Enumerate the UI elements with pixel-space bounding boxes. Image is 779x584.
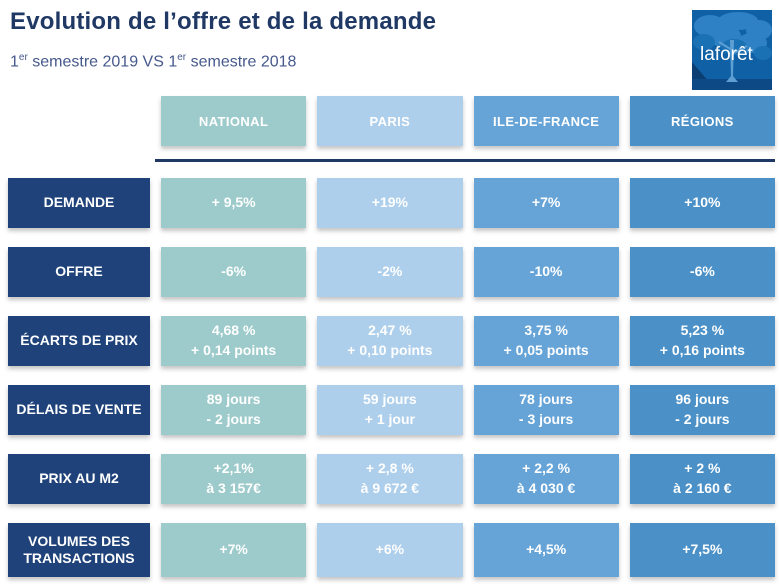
subtitle-superscript: er	[177, 52, 187, 63]
cell-ecarts-ile-de-france: 3,75 % + 0,05 points	[473, 316, 619, 366]
subtitle-superscript: er	[18, 52, 28, 63]
cell-prix-regions: + 2 % à 2 160 €	[629, 454, 775, 504]
cell-offre-ile-de-france: -10%	[473, 247, 619, 297]
subtitle-text: semestre 2018	[186, 53, 297, 71]
cell-offre-paris: -2%	[317, 247, 463, 297]
cell-offre-regions: -6%	[629, 247, 775, 297]
subtitle-text: 1	[10, 53, 19, 71]
cell-delais-ile-de-france: 78 jours - 3 jours	[473, 385, 619, 435]
cell-demande-paris: +19%	[317, 178, 463, 228]
cell-volumes-paris: +6%	[317, 523, 463, 577]
table-row-prix-au-m2: PRIX AU M2 +2,1% à 3 157€ + 2,8 % à 9 67…	[8, 454, 775, 504]
logo-tree-foliage-dark	[693, 34, 772, 60]
subtitle: 1er semestre 2019 VS 1er semestre 2018	[10, 52, 296, 71]
row-label-demande: DEMANDE	[8, 178, 150, 228]
cell-offre-national: -6%	[161, 247, 307, 297]
page-title: Evolution de l’offre et de la demande	[10, 8, 437, 35]
cell-volumes-national: +7%	[161, 523, 307, 577]
cell-demande-ile-de-france: +7%	[473, 178, 619, 228]
logo-ground	[692, 79, 772, 90]
header-divider-line	[155, 159, 775, 162]
cell-demande-regions: +10%	[629, 178, 775, 228]
cell-volumes-ile-de-france: +4,5%	[473, 523, 619, 577]
cell-delais-national: 89 jours - 2 jours	[161, 385, 307, 435]
cell-ecarts-regions: 5,23 % + 0,16 points	[629, 316, 775, 366]
column-header-regions: RÉGIONS	[629, 96, 775, 146]
table-row-volumes-transactions: VOLUMES DES TRANSACTIONS +7% +6% +4,5% +…	[8, 523, 775, 577]
header-spacer	[8, 96, 150, 146]
logo-tree-trunk	[726, 40, 738, 82]
laforet-logo: laforêt	[692, 10, 772, 90]
table-row-offre: OFFRE -6% -2% -10% -6%	[8, 247, 775, 297]
column-header-national: NATIONAL	[161, 96, 307, 146]
cell-ecarts-national: 4,68 % + 0,14 points	[161, 316, 307, 366]
row-label-prix-au-m2: PRIX AU M2	[8, 454, 150, 504]
subtitle-text: semestre 2019 VS 1	[27, 53, 178, 71]
row-label-ecarts-de-prix: ÉCARTS DE PRIX	[8, 316, 150, 366]
data-table: NATIONAL PARIS ILE-DE-FRANCE RÉGIONS DEM…	[8, 96, 775, 577]
cell-volumes-regions: +7,5%	[629, 523, 775, 577]
column-header-row: NATIONAL PARIS ILE-DE-FRANCE RÉGIONS	[8, 96, 775, 146]
table-row-ecarts-de-prix: ÉCARTS DE PRIX 4,68 % + 0,14 points 2,47…	[8, 316, 775, 366]
cell-prix-ile-de-france: + 2,2 % à 4 030 €	[473, 454, 619, 504]
logo-wordmark: laforêt	[700, 44, 754, 65]
cell-ecarts-paris: 2,47 % + 0,10 points	[317, 316, 463, 366]
cell-prix-paris: + 2,8 % à 9 672 €	[317, 454, 463, 504]
logo-tree-branches	[718, 41, 748, 55]
column-header-paris: PARIS	[317, 96, 463, 146]
cell-delais-regions: 96 jours - 2 jours	[629, 385, 775, 435]
table-row-demande: DEMANDE + 9,5% +19% +7% +10%	[8, 178, 775, 228]
row-label-volumes-transactions: VOLUMES DES TRANSACTIONS	[8, 523, 150, 577]
table-row-delais-de-vente: DÉLAIS DE VENTE 89 jours - 2 jours 59 jo…	[8, 385, 775, 435]
cell-demande-national: + 9,5%	[161, 178, 307, 228]
column-header-ile-de-france: ILE-DE-FRANCE	[473, 96, 619, 146]
cell-delais-paris: 59 jours + 1 jour	[317, 385, 463, 435]
row-label-delais-de-vente: DÉLAIS DE VENTE	[8, 385, 150, 435]
cell-prix-national: +2,1% à 3 157€	[161, 454, 307, 504]
row-label-offre: OFFRE	[8, 247, 150, 297]
